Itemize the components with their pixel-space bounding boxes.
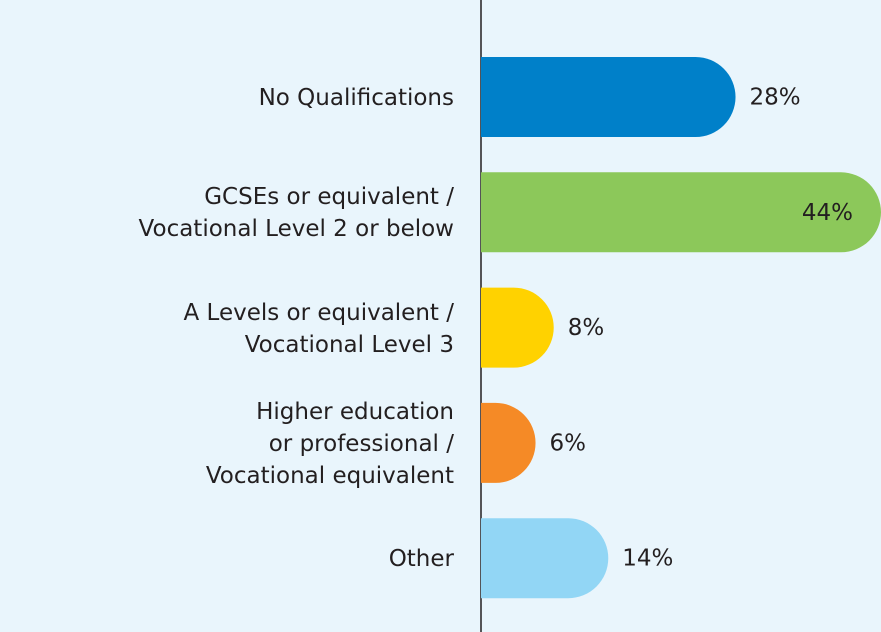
category-label: GCSEs or equivalent / Vocational Level 2…: [138, 184, 454, 243]
value-label: 14%: [622, 546, 673, 572]
category-label: Other: [388, 546, 454, 573]
bar: [481, 172, 881, 253]
bar: [481, 402, 536, 483]
bar: [481, 57, 736, 137]
value-label: 8%: [568, 315, 605, 341]
value-label: 28%: [750, 85, 801, 111]
value-label: 6%: [550, 430, 587, 456]
bar: [481, 518, 609, 599]
category-label: No Qualifications: [258, 85, 454, 111]
category-label: A Levels or equivalent / Vocational Leve…: [183, 299, 454, 358]
value-label: 44%: [802, 200, 853, 226]
category-label: Higher education or professional / Vocat…: [205, 398, 454, 489]
bar: [481, 287, 554, 368]
